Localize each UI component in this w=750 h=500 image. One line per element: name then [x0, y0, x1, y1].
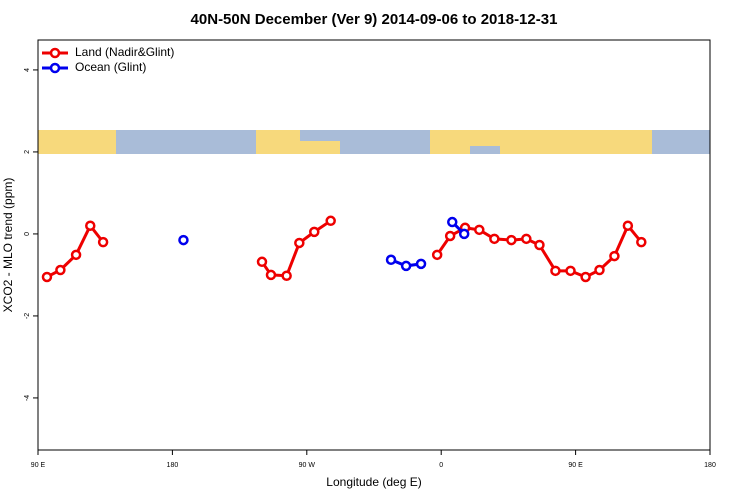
point: [178, 234, 189, 246]
y-tick-label: 2: [24, 150, 31, 154]
point: [309, 226, 320, 238]
y-tick-label: 0: [24, 232, 31, 236]
point: [85, 220, 96, 231]
point: [580, 271, 591, 283]
point: [415, 258, 427, 270]
y-tick-label: -4: [24, 395, 31, 401]
point: [565, 265, 576, 277]
x-tick-label: 0: [439, 462, 443, 469]
point: [534, 239, 545, 251]
point: [447, 216, 458, 228]
point: [325, 215, 336, 227]
legend-marker: [49, 47, 61, 59]
legend-label: Ocean (Glint): [75, 60, 146, 74]
series-line: [390, 220, 466, 268]
point: [594, 264, 605, 276]
point: [385, 254, 397, 266]
point: [550, 265, 561, 277]
x-tick-label: 90 E: [568, 462, 583, 469]
legend-marker: [49, 62, 61, 74]
x-tick-label: 180: [704, 462, 716, 469]
x-tick-label: 90 W: [299, 462, 316, 469]
point: [506, 234, 517, 246]
point: [41, 271, 53, 283]
legend-label: Land (Nadir&Glint): [75, 45, 174, 59]
y-tick-label: 4: [24, 68, 31, 72]
plot-frame: [37, 39, 711, 451]
point: [489, 233, 500, 245]
point: [474, 224, 485, 236]
point: [70, 249, 82, 261]
point: [55, 264, 66, 276]
point: [622, 220, 634, 231]
map-strip: [38, 130, 710, 154]
point: [256, 256, 268, 268]
point: [265, 269, 277, 281]
x-tick-label: 90 E: [31, 462, 46, 469]
point: [281, 270, 292, 281]
point: [458, 228, 470, 240]
x-tick-label: 180: [167, 462, 179, 469]
point: [97, 236, 109, 248]
point: [294, 237, 305, 249]
point: [400, 260, 412, 272]
x-axis-label: Longitude (deg E): [326, 475, 421, 489]
point: [609, 250, 620, 262]
chart-title: 40N-50N December (Ver 9) 2014-09-06 to 2…: [191, 11, 558, 28]
point: [521, 233, 532, 245]
y-tick-label: -2: [24, 313, 31, 319]
point: [636, 236, 647, 248]
point: [444, 230, 456, 242]
y-axis-label: XCO2 - MLO trend (ppm): [1, 178, 15, 313]
point: [431, 249, 443, 261]
